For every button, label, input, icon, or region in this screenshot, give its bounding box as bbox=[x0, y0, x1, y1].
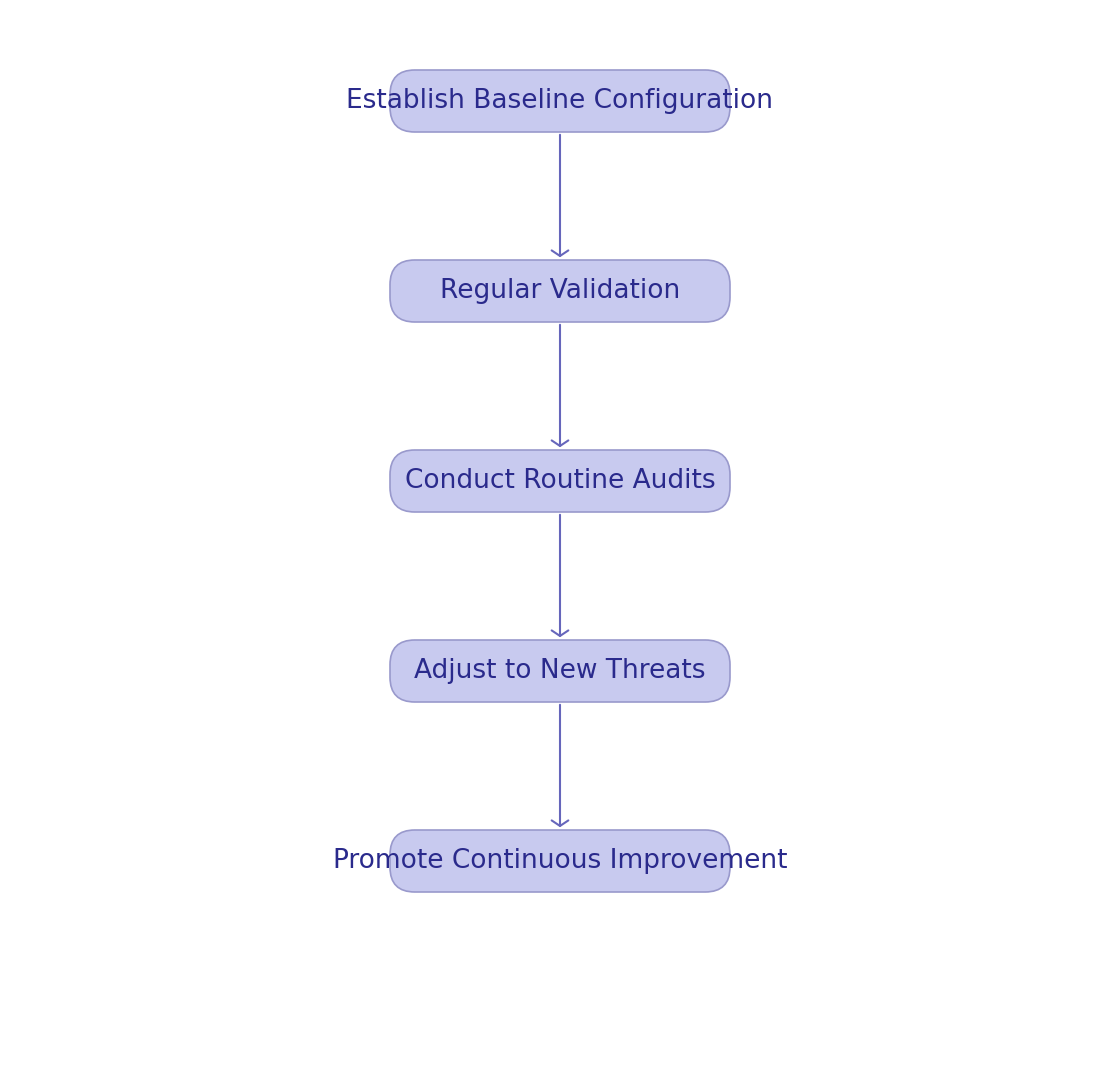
FancyBboxPatch shape bbox=[390, 640, 730, 702]
FancyBboxPatch shape bbox=[390, 830, 730, 892]
FancyBboxPatch shape bbox=[390, 70, 730, 132]
Text: Establish Baseline Configuration: Establish Baseline Configuration bbox=[346, 88, 774, 114]
Text: Conduct Routine Audits: Conduct Routine Audits bbox=[404, 468, 716, 494]
Text: Promote Continuous Improvement: Promote Continuous Improvement bbox=[333, 848, 787, 874]
Text: Adjust to New Threats: Adjust to New Threats bbox=[414, 658, 706, 684]
FancyBboxPatch shape bbox=[390, 451, 730, 512]
Text: Regular Validation: Regular Validation bbox=[440, 278, 680, 304]
FancyBboxPatch shape bbox=[390, 260, 730, 322]
